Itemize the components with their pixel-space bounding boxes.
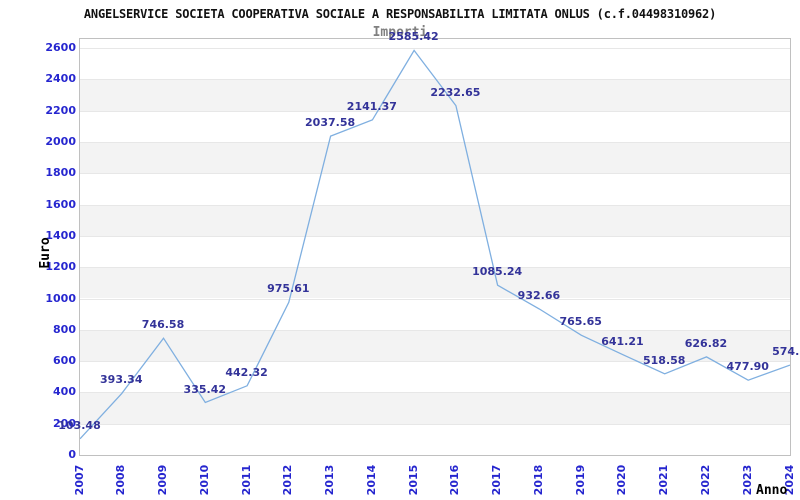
- y-tick-label: 200: [53, 416, 76, 430]
- gridline: [80, 329, 790, 331]
- grid-band: [80, 361, 790, 393]
- grid-band: [80, 110, 790, 142]
- y-tick-label: 400: [53, 385, 76, 399]
- data-point-label: 442.32: [225, 365, 268, 379]
- grid-band: [80, 267, 790, 299]
- data-point-label: 975.61: [267, 282, 310, 296]
- x-tick-label: 2016: [448, 464, 462, 496]
- gridline: [80, 142, 790, 143]
- x-tick-label: 2017: [490, 464, 504, 496]
- y-tick-label: 2000: [45, 135, 76, 148]
- grid-band: [80, 235, 790, 268]
- y-tick-label: 600: [53, 354, 76, 368]
- data-point-label: 746.58: [141, 318, 185, 332]
- y-tick-label: 1400: [45, 228, 76, 242]
- x-tick-label: 2012: [281, 464, 295, 496]
- x-tick-label: 2009: [156, 464, 170, 496]
- x-tick-label: 2015: [406, 464, 420, 496]
- gridline: [80, 361, 790, 363]
- y-tick-label: 800: [53, 322, 76, 336]
- x-tick-label: 2014: [364, 464, 378, 496]
- gridline: [80, 48, 790, 50]
- line-series-svg: [80, 49, 790, 440]
- gridline: [80, 79, 790, 81]
- x-tick-label: 2018: [531, 464, 545, 496]
- data-point-label: 2141.37: [346, 99, 397, 113]
- data-point-label: 2232.65: [430, 85, 481, 99]
- gridline: [80, 110, 790, 112]
- x-tick-label: 2023: [740, 464, 754, 496]
- y-axis-title: Euro: [38, 237, 53, 269]
- x-tick-label: 2008: [114, 464, 128, 496]
- x-tick-label: 2020: [615, 464, 629, 496]
- x-tick-label: 2007: [72, 464, 86, 496]
- y-tick-label: 1600: [45, 197, 76, 211]
- gridline: [80, 204, 790, 206]
- grid-band: [80, 298, 790, 330]
- gridline: [80, 173, 790, 175]
- gridline: [80, 235, 790, 237]
- y-tick-label: 2400: [45, 72, 76, 86]
- gridline: [80, 298, 790, 300]
- chart-title: ANGELSERVICE SOCIETA COOPERATIVA SOCIALE…: [83, 7, 717, 21]
- data-point-label: 335.42: [183, 382, 227, 396]
- plot-area: [79, 38, 791, 456]
- data-point-label: 932.66: [517, 289, 561, 303]
- grid-band: [80, 79, 790, 111]
- data-point-label: 1085.24: [472, 265, 523, 279]
- data-point-label: 477.90: [726, 360, 769, 374]
- x-axis-title: Anno: [756, 483, 788, 498]
- x-tick-label: 2022: [698, 464, 712, 496]
- y-tick-label: 1800: [45, 166, 76, 180]
- y-tick-label: 2600: [45, 41, 76, 55]
- y-tick-label: 2200: [45, 103, 76, 117]
- data-point-label: 641.21: [601, 334, 644, 348]
- gridline: [80, 267, 790, 269]
- x-tick-label: 2013: [323, 464, 337, 496]
- grid-band: [80, 392, 790, 424]
- grid-band: [80, 173, 790, 205]
- x-tick-label: 2011: [239, 464, 253, 496]
- plot-background: [80, 39, 790, 455]
- data-point-label: 2585.42: [388, 30, 439, 44]
- x-tick-label: 2010: [197, 464, 211, 496]
- x-tick-label: 2019: [573, 464, 587, 496]
- line-series: [80, 49, 790, 440]
- grid-band: [80, 329, 790, 362]
- y-tick-label: 0: [68, 448, 76, 461]
- y-tick-label: 1000: [45, 291, 76, 305]
- data-point-label: 626.82: [684, 336, 728, 350]
- gridline: [80, 392, 790, 394]
- data-point-label: 2037.58: [305, 116, 356, 130]
- data-point-label: 574.5: [772, 345, 800, 359]
- data-point-label: 393.34: [100, 373, 143, 387]
- x-tick-label: 2021: [657, 464, 671, 496]
- data-point-label: 765.65: [559, 315, 602, 329]
- data-point-label: 518.58: [642, 353, 686, 367]
- grid-band: [80, 423, 790, 455]
- grid-band: [80, 48, 790, 80]
- gridline: [80, 423, 790, 425]
- grid-band: [80, 142, 790, 174]
- data-point-label: 103.48: [58, 418, 101, 432]
- chart-subtitle: Importi: [372, 25, 428, 40]
- grid-band: [80, 204, 790, 236]
- y-tick-label: 1200: [45, 260, 76, 274]
